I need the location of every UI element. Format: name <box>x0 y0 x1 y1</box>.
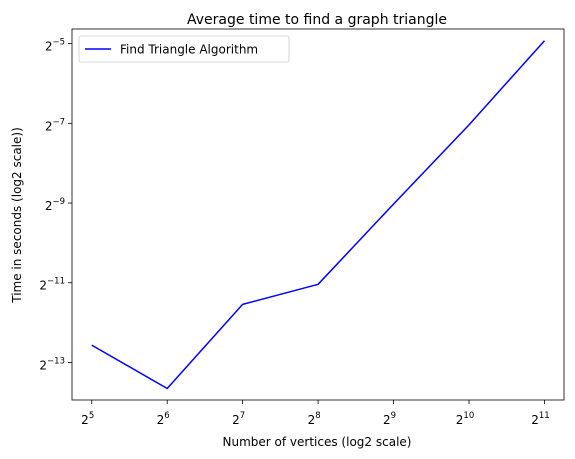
plot-area <box>72 29 564 400</box>
y-axis-label: Time in seconds (log2 scale)) <box>10 127 24 304</box>
y-tick-label-1: 2−11 <box>39 277 65 293</box>
y-tick-label-0: 2−13 <box>39 356 65 372</box>
x-tick-label-0: 25 <box>81 411 94 427</box>
x-axis-ticks: 25 26 27 28 29 210 211 <box>81 400 550 427</box>
y-tick-label-2: 2−9 <box>45 197 65 213</box>
legend-entry-find-triangle: Find Triangle Algorithm <box>120 43 258 57</box>
legend: Find Triangle Algorithm <box>79 36 289 62</box>
x-tick-label-5: 210 <box>456 411 474 427</box>
y-tick-label-3: 2−7 <box>45 117 65 133</box>
x-tick-label-1: 26 <box>157 411 170 427</box>
x-tick-label-3: 28 <box>308 411 321 427</box>
x-tick-label-4: 29 <box>383 411 396 427</box>
x-axis-label: Number of vertices (log2 scale) <box>223 435 412 449</box>
y-axis-ticks: 2−13 2−11 2−9 2−7 2−5 <box>39 38 72 373</box>
y-tick-label-4: 2−5 <box>45 38 65 54</box>
chart-title: Average time to find a graph triangle <box>187 12 447 28</box>
x-tick-label-2: 27 <box>232 411 245 427</box>
x-tick-label-6: 211 <box>531 411 549 427</box>
